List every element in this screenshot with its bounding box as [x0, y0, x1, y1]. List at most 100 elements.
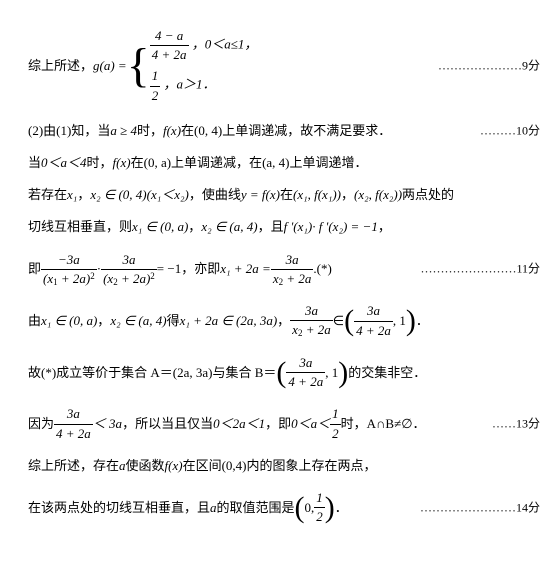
- f6n: 3a: [286, 354, 325, 373]
- l2t3: 在: [181, 122, 194, 140]
- frac-3: 3a x2 + 2a: [271, 251, 314, 289]
- l7t3: 得: [167, 312, 180, 330]
- score-14: ……………………14分: [420, 499, 540, 516]
- l4t1: 若存在: [28, 186, 67, 204]
- f5d: 4 + 2a: [354, 322, 393, 340]
- l9m1: 0＜2a＜1: [213, 415, 265, 433]
- f4dr: + 2a: [302, 322, 330, 337]
- rparen-big-3: ): [325, 493, 335, 523]
- l9t3: ，即: [265, 415, 291, 433]
- rparen-big-2: ): [338, 358, 348, 388]
- f6d: 4 + 2a: [286, 373, 325, 391]
- l5t1: 切线互相垂直，则: [28, 218, 132, 236]
- case2-cond: ，a＞1．: [164, 77, 216, 92]
- l6t2: ，亦即: [181, 260, 220, 278]
- l7m3: x₁ + 2a ∈ (2a, 3a): [180, 312, 278, 330]
- l2t4: 上单调递减，故不满足要求．: [222, 122, 391, 140]
- line-5: 切线互相垂直，则 x₁ ∈ (0, a) ， x₂ ∈ (a, 4) ，且 f …: [28, 218, 540, 236]
- l3m2: f(x): [113, 154, 131, 172]
- frac-half-2: 1 2: [314, 489, 325, 526]
- l5m2: x₂ ∈ (a, 4): [201, 218, 257, 236]
- frac-6: 3a 4 + 2a: [286, 354, 325, 391]
- f3n: 3a: [271, 251, 314, 270]
- comma-one-1: , 1: [393, 312, 406, 330]
- zero-open: 0,: [305, 499, 315, 517]
- l2m2: f(x): [163, 122, 181, 140]
- case-1: 4 − a 4 + 2a ，0＜a≤1，: [150, 27, 258, 64]
- case2-frac: 1 2: [150, 67, 161, 104]
- l10t1: 综上所述，存在: [28, 457, 119, 475]
- h2d: 2: [314, 508, 325, 526]
- comma-one-2: , 1: [325, 364, 338, 382]
- line-9: 因为 3a 4 + 2a ＜ 3a ，所以当且仅当 0＜2a＜1 ，即 0＜a＜…: [28, 405, 540, 442]
- summary-piecewise: 综上所述， g(a) = { 4 − a 4 + 2a ，0＜a≤1， 1 2 …: [28, 24, 540, 108]
- l3t3: 在: [131, 154, 144, 172]
- f1d: (x1 + 2a)2: [41, 270, 97, 289]
- f4d: x2 + 2a: [290, 321, 333, 340]
- l4m2: x₂ ∈ (0, 4): [90, 186, 146, 204]
- f1n: −3a: [41, 251, 97, 270]
- l5t2: ，: [188, 218, 201, 236]
- rparen-big-1: ): [406, 306, 416, 336]
- case1-cond: ，0＜a≤1，: [192, 37, 258, 52]
- l3m3: (0, a): [144, 154, 171, 172]
- frac-5: 3a 4 + 2a: [354, 302, 393, 339]
- f2dl: (x: [103, 271, 113, 286]
- l10m2: f(x): [165, 457, 183, 475]
- l7t2: ，: [97, 312, 110, 330]
- l11t2: 的取值范围是: [217, 499, 295, 517]
- lparen-big-1: (: [344, 306, 354, 336]
- l4t5: ，: [341, 186, 354, 204]
- l3t1: 当: [28, 154, 41, 172]
- f2d: (x2 + 2a)2: [101, 270, 157, 289]
- case2-den: 2: [150, 87, 161, 105]
- f1dl: (x: [43, 271, 53, 286]
- l4m1: x₁: [67, 186, 77, 204]
- line-3: 当 0＜a＜4 时， f(x) 在 (0, a) 上单调递减，在 (a, 4) …: [28, 154, 540, 172]
- frac-7: 3a 4 + 2a: [54, 405, 93, 442]
- l2m1: a ≥ 4: [110, 122, 137, 140]
- l3t5: 上单调递增．: [290, 154, 368, 172]
- frac-half-1: 1 2: [330, 405, 341, 442]
- h2n: 1: [314, 489, 325, 508]
- l9t2: ，所以当且仅当: [122, 415, 213, 433]
- l5m1: x₁ ∈ (0, a): [132, 218, 188, 236]
- case-2: 1 2 ，a＞1．: [150, 67, 258, 104]
- line-4: 若存在 x₁ ， x₂ ∈ (0, 4) (x₁＜x₂) ，使曲线 y = f(…: [28, 186, 540, 204]
- period-1: ．: [416, 312, 429, 330]
- l2t2: 时，: [137, 122, 163, 140]
- f7d: 4 + 2a: [54, 425, 93, 443]
- lt3a: ＜ 3a: [93, 415, 122, 433]
- l4t6: 两点处的: [402, 186, 454, 204]
- cases: 4 − a 4 + 2a ，0＜a≤1， 1 2 ，a＞1．: [150, 24, 258, 108]
- l7t4: ，: [277, 312, 290, 330]
- f7n: 3a: [54, 405, 93, 424]
- f2dr: + 2a): [118, 271, 151, 286]
- l4t4: 在: [280, 186, 293, 204]
- f5n: 3a: [354, 302, 393, 321]
- l9t1: 因为: [28, 415, 54, 433]
- l4m3: (x₁＜x₂): [147, 186, 189, 204]
- case1-num: 4 − a: [150, 27, 189, 46]
- f1dr: + 2a): [58, 271, 91, 286]
- l9t4: 时，A∩B≠∅．: [341, 415, 426, 433]
- l7m1: x₁ ∈ (0, a): [41, 312, 97, 330]
- l3m4: (a, 4): [262, 154, 289, 172]
- l4m6: (x₂, f(x₂)): [354, 186, 402, 204]
- f4n: 3a: [290, 302, 333, 321]
- frac-4: 3a x2 + 2a: [290, 302, 333, 340]
- l3t2: 时，: [87, 154, 113, 172]
- l5t3: ，且: [258, 218, 284, 236]
- l7m2: x₂ ∈ (a, 4): [110, 312, 166, 330]
- score-13: ……13分: [492, 416, 540, 433]
- l4m4: y = f(x): [241, 186, 280, 204]
- l10t3: 在区间(0,4)内的图象上存在两点，: [183, 457, 377, 475]
- summary-label: 综上所述，: [28, 57, 93, 75]
- line-6: 即 −3a (x1 + 2a)2 · 3a (x2 + 2a)2 = −1 ，亦…: [28, 251, 540, 289]
- l4t2: ，: [77, 186, 90, 204]
- score-9: …………………9分: [438, 57, 540, 74]
- l2m3: (0, 4): [194, 122, 222, 140]
- score-11: ……………………11分: [420, 261, 540, 278]
- l4t3: ，使曲线: [189, 186, 241, 204]
- l11t1: 在该两点处的切线互相垂直，且: [28, 499, 210, 517]
